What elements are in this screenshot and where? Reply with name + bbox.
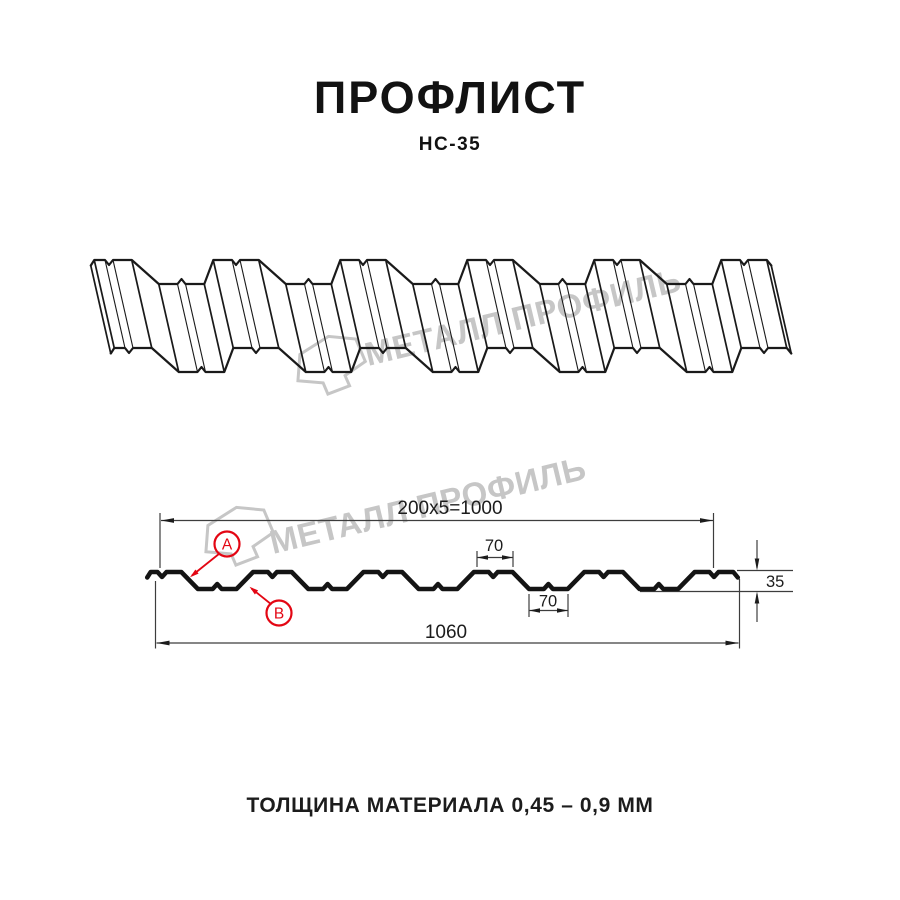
dimension-valley-width-label: 70 bbox=[539, 593, 557, 611]
cross-section-profile bbox=[144, 569, 741, 592]
callout-b-label: B bbox=[274, 606, 284, 623]
dimension-crest-width-label: 70 bbox=[485, 537, 503, 555]
profile-model-subtitle: НС-35 bbox=[418, 134, 482, 155]
cross-section-dimensions bbox=[154, 513, 793, 649]
page-title: ПРОФЛИСТ bbox=[313, 72, 587, 123]
callouts bbox=[190, 530, 293, 627]
thickness-caption: ТОЛЩИНА МАТЕРИАЛА 0,45 – 0,9 ММ bbox=[246, 794, 654, 817]
metall-profil-logo-icon bbox=[204, 505, 276, 568]
watermark-over-section: МЕТАЛЛ ПРОФИЛЬ bbox=[204, 449, 590, 568]
dimension-height-label: 35 bbox=[766, 573, 784, 591]
callout-a-label: A bbox=[222, 537, 233, 554]
header: ПРОФЛИСТ НС-35 bbox=[0, 72, 900, 156]
dimension-overall-width-label: 1060 bbox=[425, 622, 467, 643]
metall-profil-logo-icon bbox=[296, 334, 368, 397]
profile-3d-view bbox=[89, 258, 793, 374]
dimension-pitch-label: 200x5=1000 bbox=[397, 498, 502, 519]
